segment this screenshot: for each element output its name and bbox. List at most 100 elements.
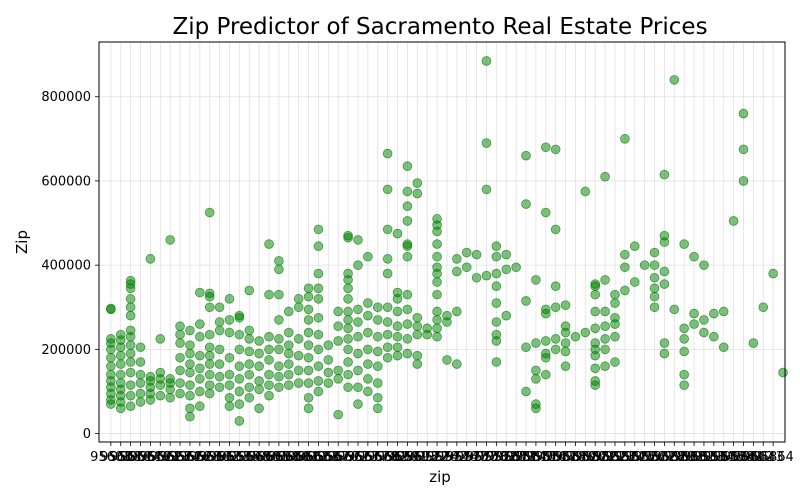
- x-tick-label: 95762: [476, 450, 517, 465]
- scatter-point: [343, 334, 353, 344]
- scatter-point: [432, 262, 442, 273]
- scatter-point: [283, 327, 294, 338]
- scatter-point: [363, 327, 373, 338]
- scatter-point: [659, 169, 670, 180]
- scatter-point: [560, 338, 571, 348]
- scatter-point: [689, 251, 699, 262]
- scatter-point: [442, 355, 452, 365]
- scatter-point: [679, 239, 689, 249]
- scatter-point: [165, 392, 175, 403]
- scatter-point: [461, 262, 472, 273]
- scatter-point: [204, 369, 215, 380]
- scatter-point: [372, 315, 383, 325]
- scatter-point: [491, 357, 502, 367]
- scatter-point: [372, 361, 383, 372]
- scatter-point: [155, 334, 166, 344]
- scatter-point: [274, 371, 284, 382]
- chart-title: Zip Predictor of Sacramento Real Estate …: [172, 14, 707, 40]
- scatter-point: [353, 235, 363, 245]
- scatter-point: [501, 249, 512, 260]
- x-tick-label: 95824: [604, 450, 645, 465]
- x-tick-label: 95832: [673, 450, 714, 465]
- scatter-point: [303, 340, 314, 350]
- scatter-point: [303, 283, 314, 294]
- scatter-point: [600, 306, 610, 317]
- scatter-point: [106, 303, 116, 314]
- scatter-point: [709, 331, 719, 342]
- x-tick-label: 95658: [258, 450, 299, 465]
- scatter-point: [106, 352, 116, 363]
- scatter-point: [491, 281, 502, 292]
- scatter-point: [679, 323, 689, 334]
- scatter-point: [363, 374, 373, 384]
- scatter-point: [115, 378, 126, 388]
- scatter-point: [540, 369, 551, 380]
- x-tick-label: 95690: [377, 450, 418, 465]
- scatter-point: [412, 359, 423, 369]
- x-tick-label: 95834: [693, 450, 734, 465]
- scatter-point: [461, 247, 472, 258]
- scatter-point: [135, 378, 146, 388]
- scatter-point: [659, 230, 670, 241]
- scatter-point: [313, 283, 324, 294]
- scatter-point: [531, 399, 541, 409]
- scatter-point: [481, 56, 492, 66]
- scatter-point: [214, 302, 225, 313]
- scatter-point: [738, 144, 749, 155]
- scatter-point: [185, 411, 195, 422]
- scatter-point: [580, 327, 591, 338]
- x-tick-label: 95758: [466, 450, 507, 465]
- x-tick-label: 95608: [100, 450, 141, 465]
- scatter-point: [135, 369, 146, 380]
- scatter-point: [560, 346, 571, 357]
- scatter-point: [343, 230, 353, 241]
- scatter-point: [343, 306, 353, 317]
- scatter-point: [699, 260, 709, 270]
- scatter-point: [669, 75, 680, 85]
- scatter-point: [758, 302, 769, 313]
- scatter-point: [125, 380, 136, 390]
- x-tick-label: 95765: [486, 450, 527, 465]
- scatter-point: [491, 317, 502, 327]
- scatter-point: [224, 315, 235, 325]
- scatter-point: [531, 275, 541, 285]
- scatter-point: [590, 306, 601, 317]
- scatter-point: [363, 310, 373, 321]
- scatter-point: [402, 161, 413, 172]
- scatter-point: [264, 289, 274, 300]
- scatter-point: [274, 256, 284, 266]
- x-tick-label: 95626: [169, 450, 210, 465]
- scatter-point: [412, 321, 423, 332]
- scatter-point: [293, 334, 304, 344]
- scatter-point: [283, 380, 294, 390]
- scatter-point: [313, 312, 324, 323]
- scatter-point: [214, 359, 225, 369]
- scatter-point: [531, 374, 541, 384]
- scatter-point: [560, 300, 571, 310]
- scatter-point: [234, 374, 245, 384]
- scatter-point: [402, 239, 413, 249]
- scatter-point: [115, 369, 126, 380]
- scatter-point: [224, 392, 235, 403]
- scatter-point: [274, 344, 284, 355]
- scatter-point: [313, 344, 324, 355]
- scatter-point: [175, 321, 185, 332]
- scatter-point: [540, 207, 551, 218]
- scatter-point: [274, 315, 284, 325]
- scatter-point: [610, 357, 620, 367]
- scatter-point: [392, 306, 403, 317]
- scatter-point: [432, 331, 442, 342]
- scatter-point: [185, 367, 195, 378]
- scatter-point: [659, 279, 670, 289]
- scatter-point: [254, 348, 264, 359]
- scatter-point: [590, 338, 601, 348]
- scatter-point: [491, 251, 502, 262]
- scatter-point: [679, 334, 689, 344]
- scatter-point: [392, 331, 403, 342]
- scatter-point: [649, 302, 660, 313]
- scatter-point: [274, 289, 284, 300]
- scatter-point: [353, 348, 363, 359]
- scatter-point: [303, 403, 314, 414]
- scatter-point: [185, 359, 195, 369]
- x-tick-label: 95831: [663, 450, 704, 465]
